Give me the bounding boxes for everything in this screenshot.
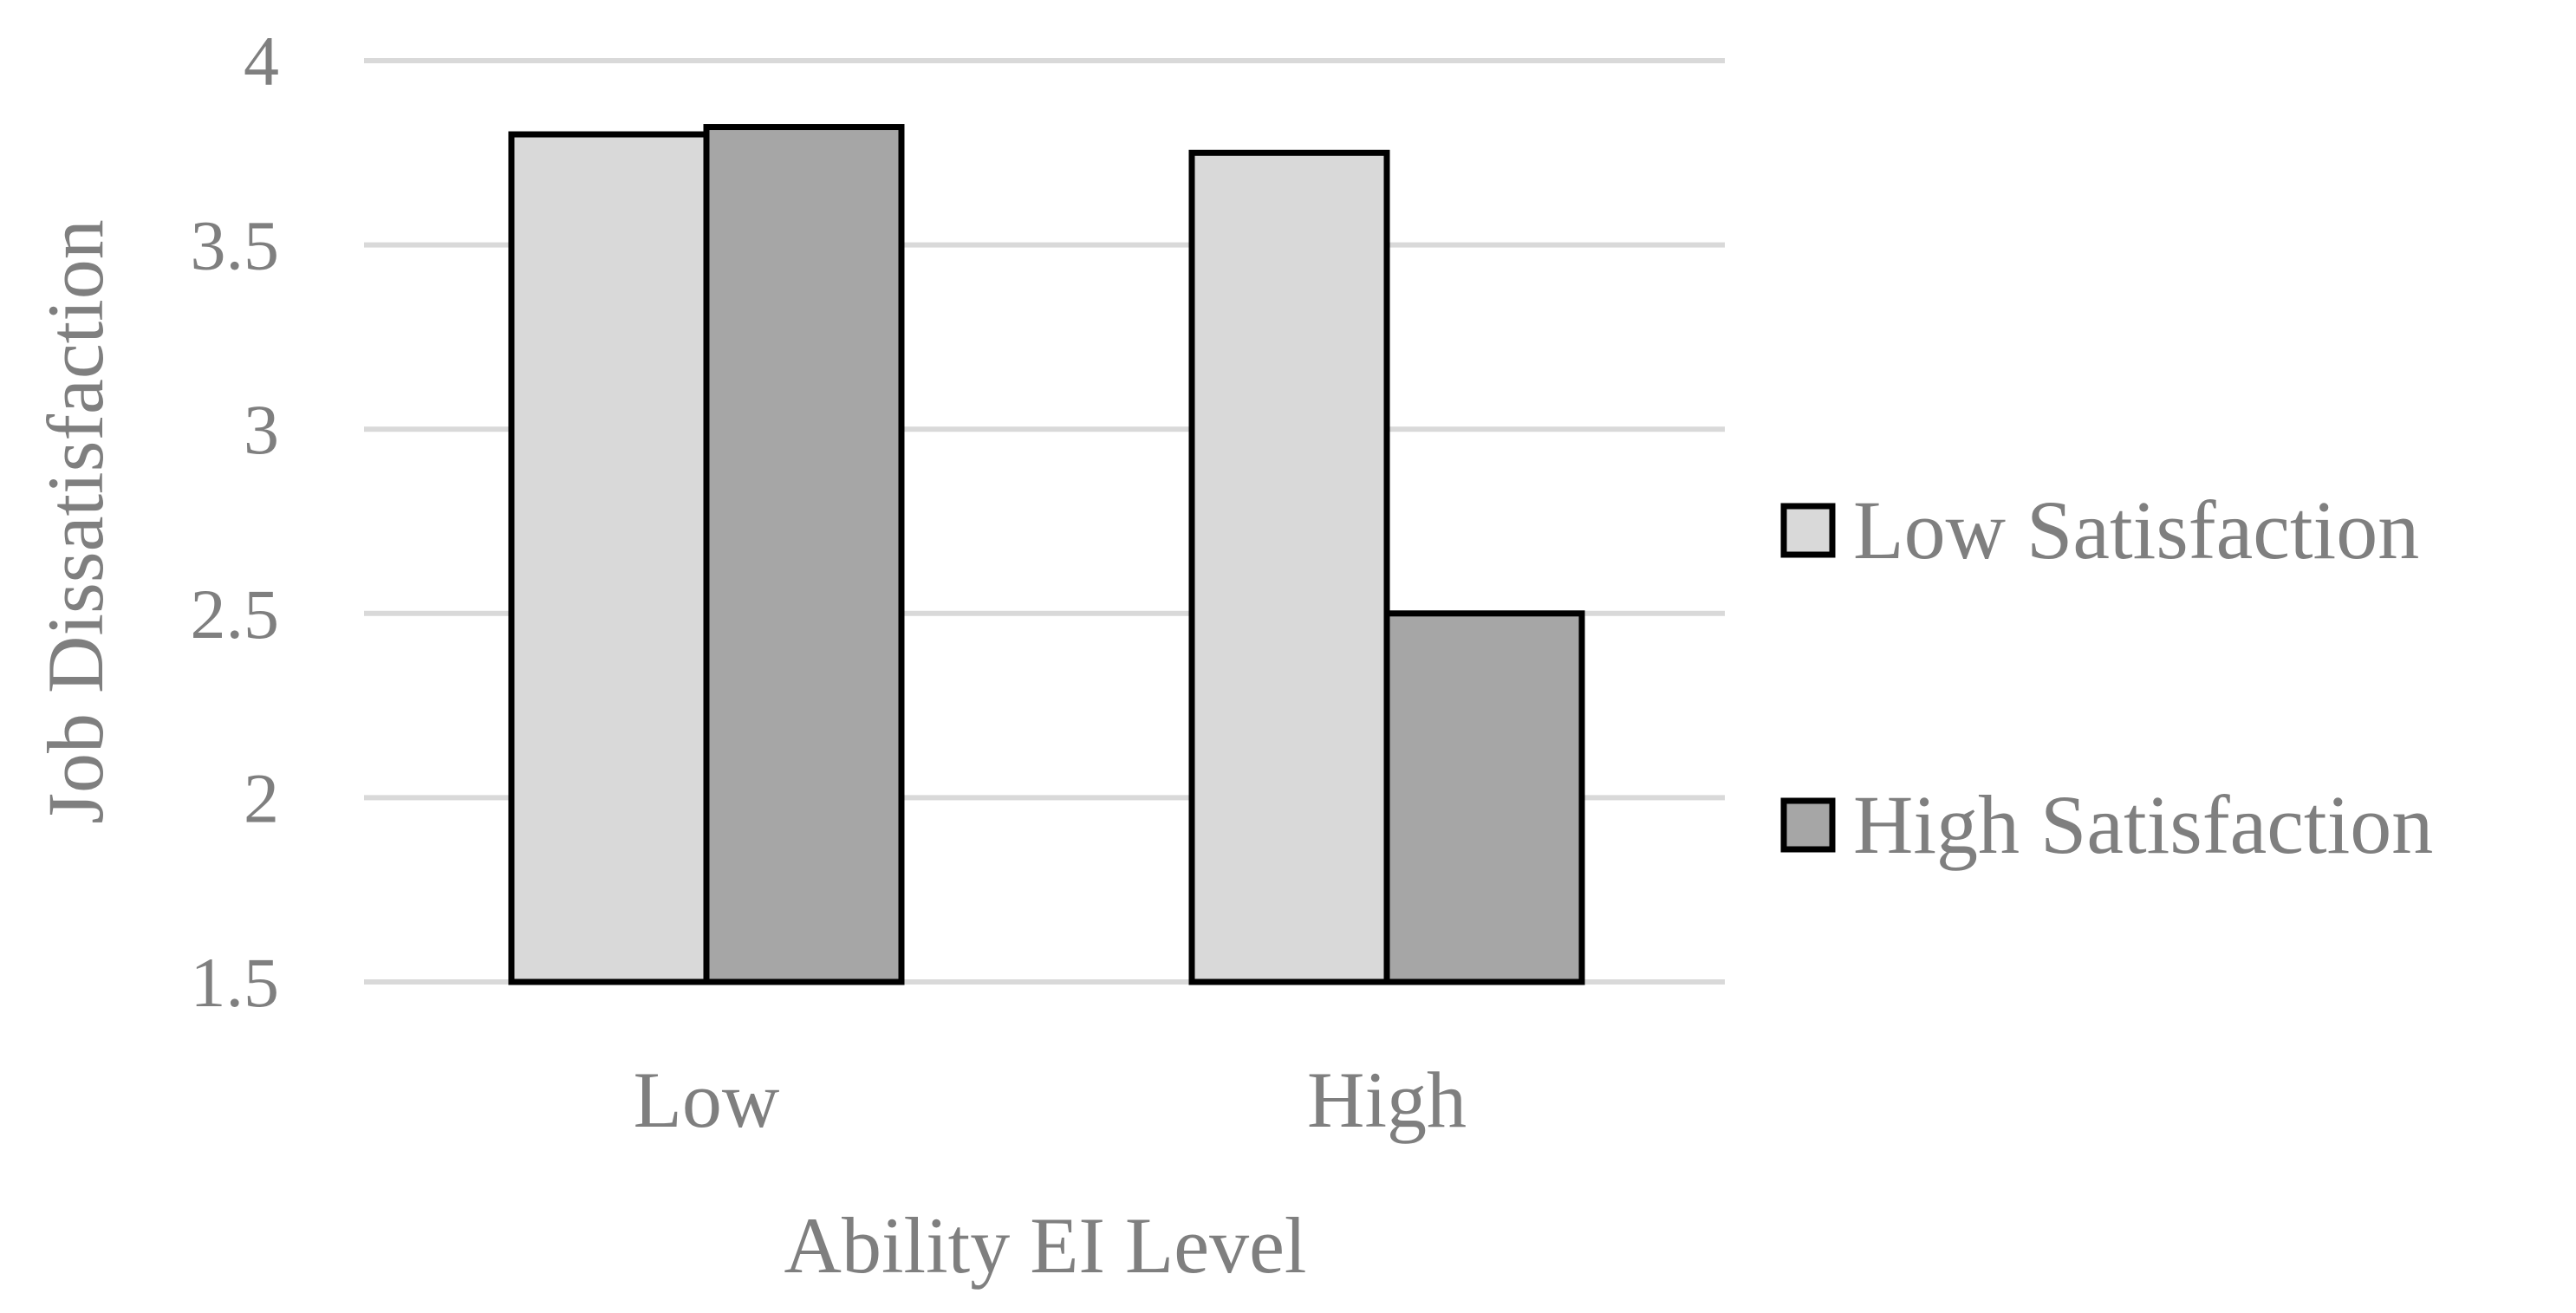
y-axis-title: Job Dissatisfaction	[31, 219, 120, 824]
bar-low-satisfaction-high	[1188, 149, 1390, 985]
x-axis-categories: Low High	[634, 1056, 1467, 1144]
legend-label: Low Satisfaction	[1853, 484, 2419, 576]
y-tick-label: 2	[244, 758, 279, 837]
bar-low-satisfaction-low	[508, 131, 710, 985]
y-tick-label: 1.5	[191, 943, 280, 1022]
y-tick-label: 2.5	[191, 575, 280, 653]
y-axis-ticks: 1.5 2 2.5 3 3.5 4	[191, 22, 280, 1022]
y-tick-label: 3.5	[191, 206, 280, 285]
bar-high-satisfaction-high	[1383, 610, 1585, 985]
legend-swatch	[1780, 797, 1836, 853]
y-tick-label: 3	[244, 390, 279, 469]
bar-high-satisfaction-low	[703, 124, 905, 985]
legend-swatch	[1780, 503, 1836, 558]
x-category-label: High	[1307, 1056, 1467, 1144]
y-tick-label: 4	[244, 22, 279, 101]
legend-label: High Satisfaction	[1853, 778, 2433, 871]
x-category-label: Low	[634, 1056, 780, 1144]
legend: Low Satisfaction High Satisfaction	[1780, 484, 2433, 871]
bars	[508, 124, 1585, 985]
x-axis-title: Ability EI Level	[784, 1201, 1307, 1290]
